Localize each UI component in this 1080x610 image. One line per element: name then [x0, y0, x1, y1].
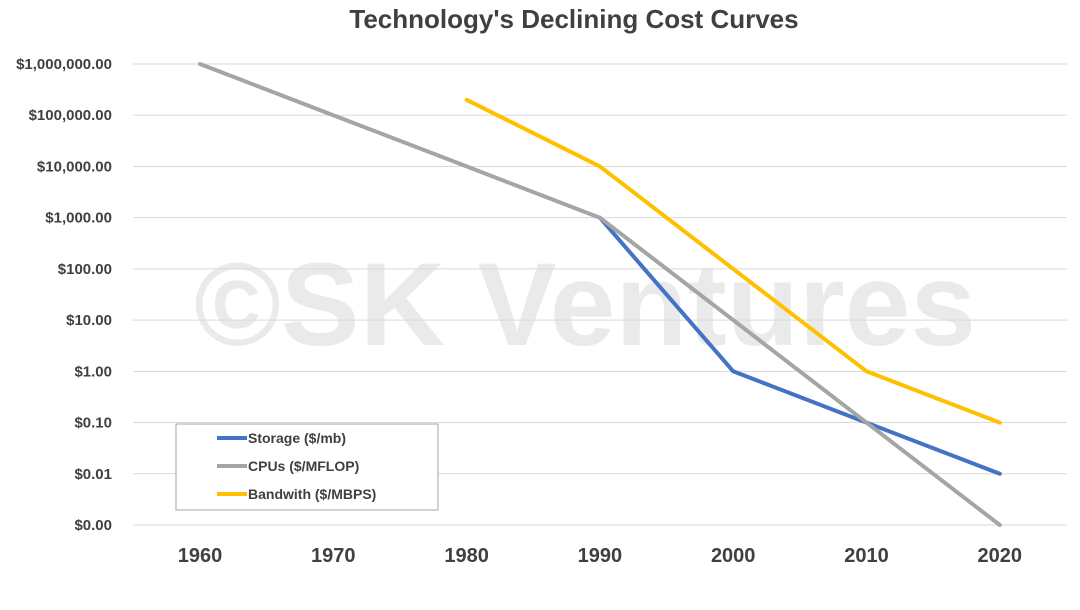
x-tick-label: 1970	[311, 545, 356, 567]
watermark: ©SK Ventures	[194, 239, 976, 371]
y-tick-label: $0.00	[74, 517, 112, 534]
x-axis: 1960 1970 1980 1990 2000 2010 2020	[178, 545, 1022, 567]
y-tick-label: $10.00	[66, 312, 112, 329]
legend-label-bandwith: Bandwith ($/MBPS)	[248, 486, 376, 502]
x-tick-label: 2010	[844, 545, 889, 567]
legend: Storage ($/mb) CPUs ($/MFLOP) Bandwith ($/…	[175, 423, 439, 511]
y-axis: $1,000,000.00 $100,000.00 $10,000.00 $1,000…	[16, 56, 112, 534]
y-tick-label: $1.00	[74, 363, 112, 380]
y-tick-label: $0.01	[74, 466, 112, 483]
y-tick-label: $1,000,000.00	[16, 56, 112, 73]
series-line-bandwith	[464, 97, 1002, 425]
y-tick-label: $0.10	[74, 415, 112, 432]
x-tick-label: 1980	[444, 545, 489, 567]
series-line-cpus	[198, 62, 1002, 527]
x-tick-label: 1960	[178, 545, 223, 567]
x-tick-label: 2000	[711, 545, 756, 567]
x-tick-label: 2020	[978, 545, 1023, 567]
y-tick-label: $100.00	[58, 261, 112, 278]
y-tick-label: $10,000.00	[37, 158, 112, 175]
series-lines	[198, 62, 1002, 527]
y-tick-label: $100,000.00	[29, 107, 112, 124]
gridlines	[133, 63, 1067, 526]
x-tick-label: 1990	[578, 545, 623, 567]
y-tick-label: $1,000.00	[45, 210, 112, 227]
series-line-storage	[597, 215, 1002, 476]
legend-label-cpus: CPUs ($/MFLOP)	[248, 458, 359, 474]
chart-title: Technology's Declining Cost Curves	[349, 4, 798, 34]
legend-label-storage: Storage ($/mb)	[248, 430, 346, 446]
